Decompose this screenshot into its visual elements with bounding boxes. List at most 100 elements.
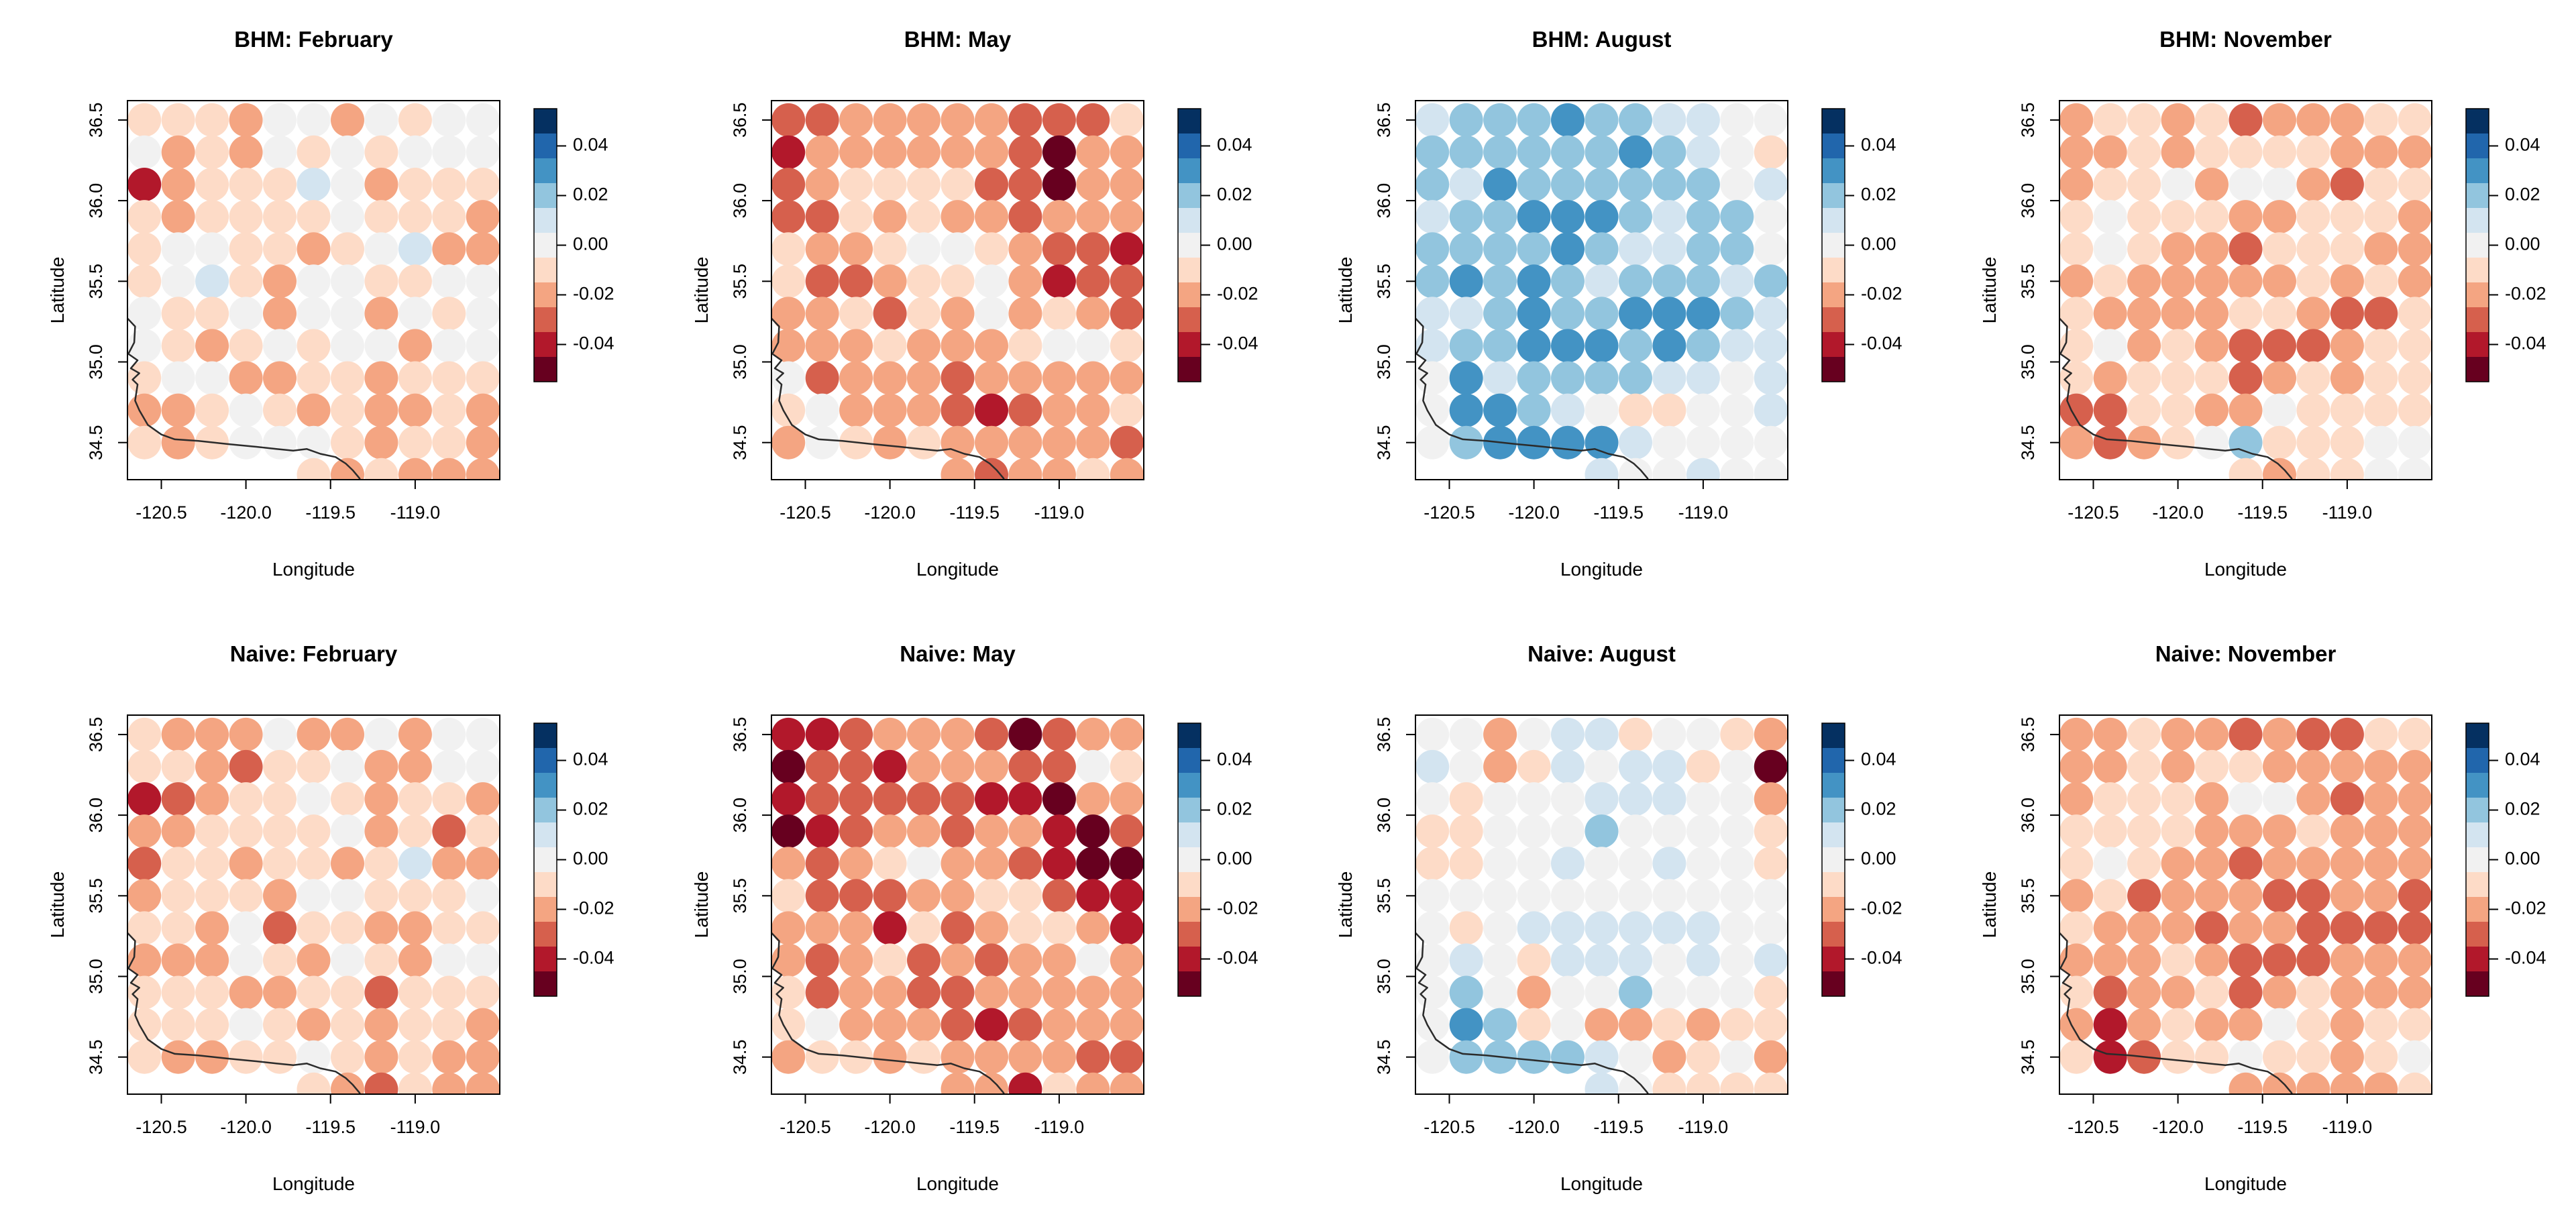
colorbar-segment — [1822, 798, 1845, 822]
data-dot — [1720, 717, 1754, 751]
x-tick-label: -120.5 — [2068, 502, 2119, 523]
data-dot — [161, 749, 195, 784]
x-tick-label: -120.0 — [864, 502, 916, 523]
data-dot — [2263, 943, 2296, 977]
data-dot — [873, 911, 907, 945]
data-dot — [2296, 393, 2330, 427]
data-dot — [975, 232, 1008, 266]
data-dot — [1042, 814, 1076, 849]
data-dot — [195, 297, 229, 331]
data-dot — [195, 943, 229, 977]
data-dot — [1076, 1040, 1110, 1074]
data-dot — [805, 879, 839, 913]
data-dot — [2398, 329, 2432, 363]
data-dot — [2263, 1040, 2296, 1074]
colorbar-segment — [2466, 847, 2489, 872]
y-tick-label: 36.5 — [730, 103, 750, 138]
data-dot — [2059, 879, 2094, 913]
data-dot — [1415, 393, 1450, 427]
data-dot — [331, 717, 364, 751]
y-tick-label: 35.0 — [1374, 344, 1394, 380]
data-dot — [2330, 135, 2364, 169]
data-dot — [839, 103, 873, 137]
y-tick-label: 35.0 — [86, 959, 106, 994]
data-dot — [1449, 943, 1483, 977]
data-dot — [2195, 717, 2229, 751]
data-dot — [1720, 297, 1754, 331]
data-dot — [331, 361, 364, 395]
data-dot — [398, 975, 432, 1010]
data-dot — [1110, 1040, 1144, 1074]
data-dot — [432, 264, 466, 299]
data-dot — [1110, 1008, 1144, 1042]
data-dot — [1551, 103, 1585, 137]
data-dot — [941, 1072, 975, 1094]
data-dot — [229, 168, 263, 201]
data-dot — [161, 103, 195, 137]
data-dot — [2263, 135, 2296, 169]
data-dot — [2330, 814, 2364, 849]
data-dot — [2364, 458, 2398, 480]
data-dot — [1483, 1008, 1517, 1042]
data-dot — [2296, 200, 2330, 234]
data-dot — [805, 847, 839, 881]
colorbar-segment — [1822, 872, 1845, 897]
data-dot — [263, 847, 297, 881]
data-dot — [2127, 879, 2161, 913]
data-dot — [1686, 911, 1720, 945]
data-dot — [873, 200, 907, 234]
x-axis-label: Longitude — [272, 559, 355, 580]
data-dot — [1686, 749, 1720, 784]
colorbar-tick-label: 0.02 — [2505, 799, 2540, 819]
data-dot — [1652, 361, 1686, 395]
data-dot — [2296, 425, 2330, 460]
data-dot — [331, 749, 364, 784]
colorbar-segment — [2466, 158, 2489, 183]
data-dot — [2263, 297, 2296, 331]
data-dot — [839, 814, 873, 849]
data-dot — [1042, 782, 1076, 816]
data-dot — [1551, 361, 1585, 395]
data-dot — [975, 103, 1008, 137]
data-dot — [432, 749, 466, 784]
panel-svg-7: Naive: November -120.5 -120.0 -119.5 -119.0 L… — [1979, 641, 2546, 1194]
data-dot — [161, 782, 195, 816]
colorbar-segment — [2466, 947, 2489, 971]
data-dot — [1008, 361, 1042, 395]
data-dot — [466, 168, 500, 201]
data-dot — [161, 1008, 195, 1042]
data-dot — [2229, 1008, 2263, 1042]
data-dot — [161, 975, 195, 1010]
data-dot — [2195, 879, 2229, 913]
data-dot — [364, 168, 398, 201]
x-tick-label: -119.0 — [1678, 1117, 1729, 1137]
y-axis-label: Latitude — [1335, 871, 1356, 939]
data-dot — [941, 297, 975, 331]
data-dot — [1042, 717, 1076, 751]
data-dot — [873, 232, 907, 266]
panel-bhm-august: BHM: August -120.5 -120.0 -119.5 -119.0 Longi… — [1288, 0, 1932, 614]
data-dot — [161, 879, 195, 913]
data-dot — [1585, 814, 1619, 849]
data-dot — [1042, 103, 1076, 137]
x-tick-label: -119.5 — [949, 1117, 1000, 1137]
data-dot — [771, 814, 806, 849]
data-dot — [297, 168, 331, 201]
data-dot — [466, 1072, 500, 1094]
data-dot — [297, 393, 331, 427]
data-dot — [975, 393, 1008, 427]
data-dot — [466, 814, 500, 849]
panel-svg-5: Naive: May -120.5 -120.0 -119.5 -119.0 Longit… — [691, 641, 1258, 1194]
y-tick-label: 35.0 — [1374, 959, 1394, 994]
data-dot — [2059, 1008, 2094, 1042]
y-tick-label: 35.5 — [1374, 264, 1394, 299]
data-dot — [1449, 168, 1483, 201]
data-dot — [432, 361, 466, 395]
data-dot — [873, 168, 907, 201]
data-dot — [127, 943, 162, 977]
data-dot — [1042, 975, 1076, 1010]
data-dot — [331, 232, 364, 266]
y-tick-label: 36.0 — [2018, 183, 2038, 219]
data-dot — [2127, 1008, 2161, 1042]
data-dot — [839, 911, 873, 945]
